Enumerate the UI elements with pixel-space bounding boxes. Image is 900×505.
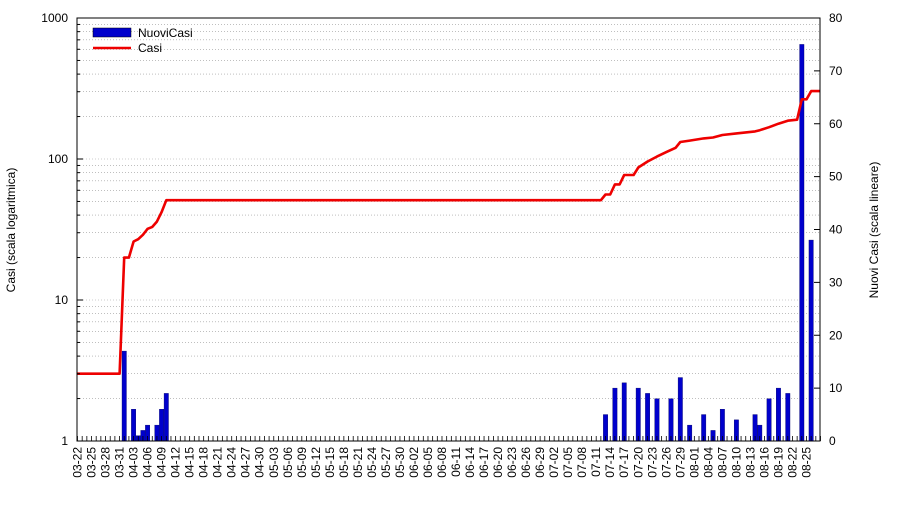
x-tick-label: 06-05 [421,447,435,478]
x-tick-label: 06-02 [407,447,421,478]
x-tick-label: 05-15 [323,447,337,478]
bar-nuovicasi [766,398,772,442]
bar-nuovicasi [635,387,641,442]
y-right-tick-label: 50 [829,170,843,184]
bar-nuovicasi [621,382,627,442]
x-tick-label: 08-16 [757,447,771,478]
x-tick-label: 07-05 [561,447,575,478]
y-left-axis-title: Casi (scala logaritmica) [4,168,18,293]
x-tick-label: 05-06 [281,447,295,478]
x-tick-label: 06-14 [463,447,477,478]
y-right-tick-label: 30 [829,275,843,289]
x-tick-label: 05-03 [267,447,281,478]
bar-nuovicasi [612,387,618,442]
bar-series [121,44,814,442]
legend: NuoviCasi Casi [92,26,193,55]
grid-lines [77,24,820,399]
x-tick-label: 08-25 [799,447,813,478]
y-left-tick-label: 10 [55,293,69,307]
y-right-tick-label: 20 [829,328,843,342]
line-casi [77,89,821,376]
bar-nuovicasi [163,393,169,442]
y-right-axis-title: Nuovi Casi (scala lineare) [867,162,881,299]
legend-label-nuovicasi: NuoviCasi [138,26,193,40]
y-right-tick-label: 40 [829,223,843,237]
y-right-tick-label: 0 [829,434,836,448]
bar-nuovicasi [645,393,651,442]
x-tick-label: 07-17 [617,447,631,478]
bar-nuovicasi [677,377,683,442]
x-tick-label: 06-20 [491,447,505,478]
x-tick-label: 07-29 [673,447,687,478]
axis-ticks [77,17,821,442]
bar-nuovicasi [776,387,781,442]
y-left-tick-label: 1 [61,434,68,448]
bar-nuovicasi [668,398,674,442]
x-tick-label: 06-29 [533,447,547,478]
x-tick-label: 07-08 [575,447,589,478]
x-tick-label: 04-06 [141,447,155,478]
bar-nuovicasi [654,398,660,442]
x-tick-label: 05-12 [309,447,323,478]
x-tick-label: 08-22 [785,447,799,478]
y-left-tick-label: 100 [48,152,68,166]
y-left-tick-label: 1000 [41,11,68,25]
x-tick-label: 04-24 [225,447,239,478]
x-tick-label: 07-23 [645,447,659,478]
legend-label-casi: Casi [138,41,162,55]
x-tick-label: 03-31 [113,447,127,478]
x-tick-label: 05-09 [295,447,309,478]
x-tick-label: 03-22 [71,447,85,478]
x-tick-label: 05-30 [393,447,407,478]
x-tick-label: 05-24 [365,447,379,478]
x-tick-label: 04-30 [253,447,267,478]
x-tick-label: 05-27 [379,447,393,478]
y-right-tick-label: 60 [829,117,843,131]
legend-swatch-nuovicasi [92,27,132,38]
x-tick-label: 07-20 [631,447,645,478]
x-tick-label: 04-21 [211,447,225,478]
plot-frame [76,17,821,442]
x-tick-label: 08-19 [771,447,785,478]
x-tick-label: 06-11 [449,447,463,477]
x-tick-label: 07-26 [659,447,673,478]
x-tick-label: 04-12 [169,447,183,478]
x-tick-label: 07-02 [547,447,561,478]
x-tick-label: 06-17 [477,447,491,478]
x-tick-label: 04-09 [155,447,169,478]
y-right-tick-label: 10 [829,381,843,395]
bar-nuovicasi [808,239,814,442]
x-tick-label: 06-26 [519,447,533,478]
x-tick-label: 05-18 [337,447,351,478]
x-tick-label: 04-03 [127,447,141,478]
bar-nuovicasi [785,393,791,442]
x-tick-label: 03-28 [99,447,113,478]
x-tick-label: 06-08 [435,447,449,478]
y-right-tick-label: 70 [829,64,843,78]
x-tick-label: 04-18 [197,447,211,478]
bar-nuovicasi [121,350,127,442]
x-tick-label: 04-27 [239,447,253,478]
x-tick-label: 08-10 [729,447,743,478]
x-tick-label: 05-21 [351,447,365,478]
x-tick-label: 08-01 [687,447,701,478]
x-tick-label: 06-23 [505,447,519,478]
y-right-tick-label: 80 [829,11,843,25]
x-tick-label: 08-13 [743,447,757,478]
x-tick-label: 04-15 [183,447,197,478]
x-tick-label: 07-14 [603,447,617,478]
line-series [77,89,821,376]
x-tick-label: 03-25 [85,447,99,478]
x-tick-label: 08-07 [715,447,729,478]
x-tick-label: 08-04 [701,447,715,478]
x-tick-label: 07-11 [589,447,603,477]
